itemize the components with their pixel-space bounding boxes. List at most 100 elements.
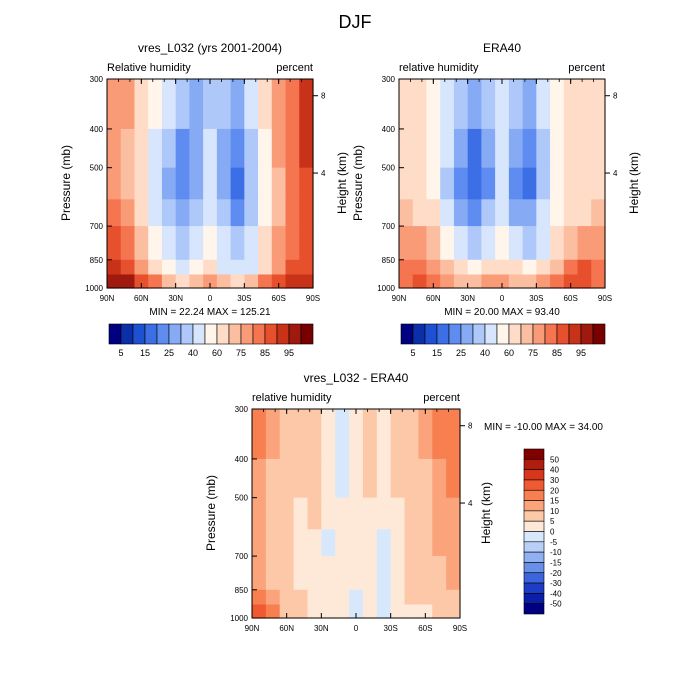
heatmap-cell [258, 167, 273, 200]
heatmap-cell [120, 128, 136, 169]
heatmap-cell [285, 199, 300, 227]
heatmap-cell [244, 226, 259, 261]
heatmap-cell [376, 458, 392, 499]
heatmap-cell [426, 259, 441, 276]
heatmap-cell [134, 259, 149, 276]
heatmap-cell [591, 167, 606, 200]
heatmap-cell [432, 409, 447, 460]
heatmap-cell [161, 128, 177, 169]
heatmap-cell [120, 167, 136, 200]
colorbar-label: 85 [552, 348, 562, 358]
heatmap-cell [563, 226, 579, 261]
heatmap-cell [271, 79, 287, 130]
heatmap-cell [252, 458, 267, 499]
heatmap-cell [148, 128, 163, 169]
heatmap-cell [148, 274, 163, 289]
colorbar-swatch [523, 500, 545, 512]
heatmap-cell [481, 128, 496, 169]
heatmap-cell [175, 167, 190, 200]
heatmap-cell [412, 128, 428, 169]
heatmap-cell [577, 274, 592, 289]
colorbar-absolute: 5 15 25 40 60 75 85 95 [108, 323, 314, 358]
panel-left-label: Relative humidity [107, 62, 191, 74]
heatmap-cell [522, 128, 537, 169]
heatmap-cell [321, 458, 336, 499]
colorbar-label: 75 [236, 348, 246, 358]
heatmap-cell [550, 167, 565, 200]
colorbar-swatch [523, 469, 545, 481]
heatmap-cell [577, 226, 592, 261]
heatmap-cell [203, 226, 218, 261]
stats-label: MIN = 20.00 MAX = 93.40 [444, 307, 560, 318]
heatmap-cell [426, 79, 441, 130]
heatmap-cell [230, 128, 245, 169]
heatmap-cell [252, 556, 267, 591]
colorbar-swatch [523, 572, 545, 584]
heatmap-cell [446, 409, 461, 460]
heatmap-cell [258, 274, 273, 289]
heatmap-cell [536, 274, 551, 289]
heatmap-cell [446, 458, 461, 499]
heatmap-cell [258, 199, 273, 227]
y-tick-label: 300 [235, 405, 249, 414]
colorbar-swatch [484, 323, 498, 345]
heatmap-cell [203, 167, 218, 200]
x-tick-label: 0 [208, 294, 213, 303]
colorbar-label: -10 [550, 548, 562, 557]
colorbar-label: 0 [550, 528, 555, 537]
y-tick-label: 850 [235, 586, 249, 595]
colorbar-label: 40 [188, 348, 198, 358]
heatmap-cell [453, 79, 469, 130]
heatmap-cell [432, 589, 447, 606]
heatmap-cell [563, 259, 579, 276]
heatmap-cell [412, 259, 428, 276]
heatmap-cell [390, 497, 406, 530]
heatmap-cell [481, 259, 496, 276]
y-tick-label: 400 [235, 455, 249, 464]
colorbar-swatch [144, 323, 158, 345]
heatmap-cell [390, 556, 406, 591]
colorbar-label: -40 [550, 589, 562, 598]
heatmap-cell [522, 199, 537, 227]
colorbar-swatch [424, 323, 438, 345]
y-axis-label: Pressure (mb) [351, 145, 365, 221]
panel-right-label: percent [276, 62, 313, 74]
heatmap-cell [591, 199, 606, 227]
heatmap-cell [404, 604, 419, 619]
heatmap-cell [293, 589, 309, 606]
heatmap-cell [349, 497, 364, 530]
heatmap-cell [399, 199, 414, 227]
heatmap-cell [175, 199, 190, 227]
heatmap-cell [244, 274, 259, 289]
heatmap-cell [265, 409, 281, 460]
heatmap-cell [161, 167, 177, 200]
heatmap-cell [279, 409, 295, 460]
heatmap-cell [467, 199, 482, 227]
heatmap-cell [335, 556, 350, 591]
heatmap-cell [446, 589, 461, 606]
heatmap-cell [258, 79, 273, 130]
heatmap-cell [412, 79, 428, 130]
heatmap-cell [453, 226, 469, 261]
heatmap-cell [252, 604, 267, 619]
heatmap-cell [418, 556, 433, 591]
heatmap-cell [536, 167, 551, 200]
heatmap-cell [508, 79, 524, 130]
heatmap-cell [293, 556, 309, 591]
x-tick-label: 90S [453, 624, 467, 633]
heatmap-cell [563, 274, 579, 289]
colorbar-swatch [523, 562, 545, 574]
colorbar-label: -30 [550, 579, 562, 588]
heatmap-cell [362, 409, 378, 460]
y2-axis-label: Height (km) [479, 482, 493, 544]
heatmap-cell [376, 604, 392, 619]
heatmap-cell [293, 497, 309, 530]
heatmap-cell [536, 128, 551, 169]
heatmap-cell [271, 226, 287, 261]
heatmap-cell [495, 259, 510, 276]
heatmap-cell [563, 199, 579, 227]
heatmap-cell [440, 259, 455, 276]
heatmap-cell [349, 458, 364, 499]
heatmap-cell [307, 497, 322, 530]
